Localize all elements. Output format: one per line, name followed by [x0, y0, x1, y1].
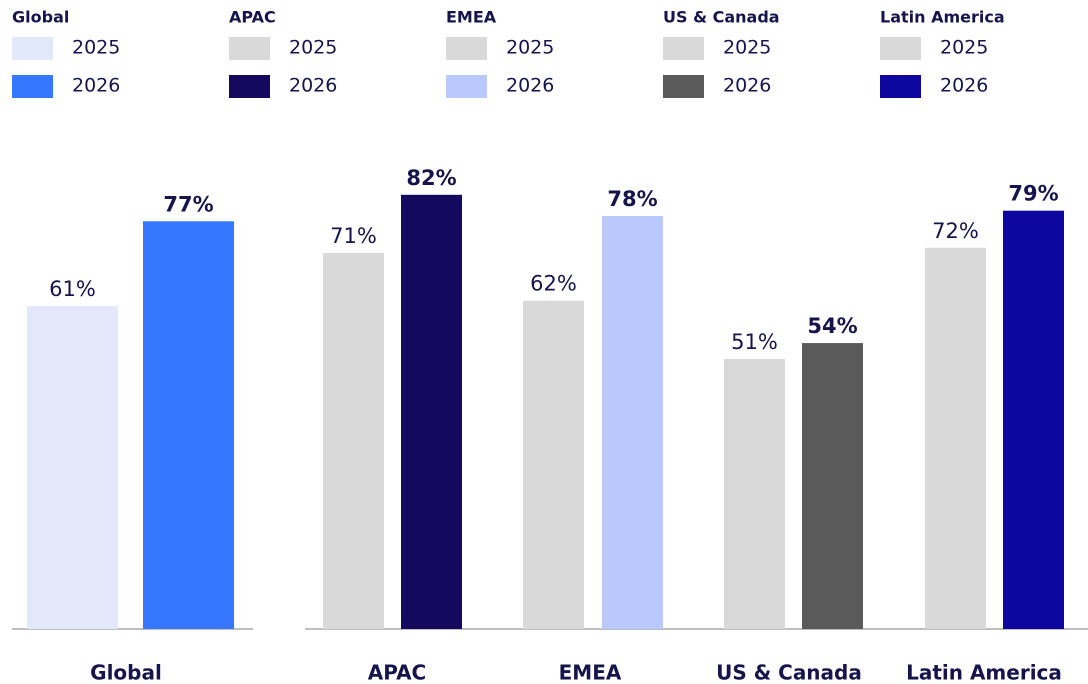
legend-swatch: [12, 75, 53, 98]
value-label: 82%: [406, 166, 456, 190]
value-label: 79%: [1008, 182, 1058, 206]
legend-label: 2025: [506, 37, 554, 59]
bar: [925, 247, 986, 629]
legend-swatch: [229, 75, 270, 98]
legend-swatch: [663, 75, 704, 98]
bar: [323, 253, 384, 629]
legend-swatch: [880, 37, 921, 60]
value-label: 77%: [163, 192, 213, 216]
legend-label: 2026: [723, 75, 771, 97]
legend-label: 2025: [723, 37, 771, 59]
value-label: 62%: [530, 272, 577, 296]
legend-swatch: [880, 75, 921, 98]
bar: [724, 358, 785, 629]
bar: [602, 215, 663, 630]
legend-label: 2025: [289, 37, 337, 59]
category-label: Global: [90, 661, 162, 684]
category-label: EMEA: [559, 661, 622, 684]
legend-title: Global: [12, 8, 69, 27]
legend-label: 2026: [289, 75, 337, 97]
legend-label: 2026: [940, 75, 988, 97]
category-label: Latin America: [906, 661, 1062, 684]
legend-label: 2026: [506, 75, 554, 97]
legend-title: Latin America: [880, 8, 1005, 27]
value-label: 54%: [807, 314, 857, 338]
value-label: 71%: [330, 224, 377, 248]
value-label: 51%: [731, 330, 778, 354]
value-label: 61%: [49, 277, 96, 301]
legend-swatch: [12, 37, 53, 60]
legend-swatch: [229, 37, 270, 60]
bar: [143, 221, 234, 629]
value-label: 78%: [607, 187, 657, 211]
value-label: 72%: [932, 219, 979, 243]
category-label: US & Canada: [716, 661, 862, 684]
bar: [401, 194, 462, 629]
legend-swatch: [663, 37, 704, 60]
bar: [802, 343, 863, 629]
legend-title: US & Canada: [663, 8, 780, 27]
bar: [523, 300, 584, 629]
legend-swatch: [446, 37, 487, 60]
legend-title: APAC: [229, 8, 276, 27]
legend-label: 2025: [940, 37, 988, 59]
legend-label: 2025: [72, 37, 120, 59]
category-label: APAC: [368, 661, 426, 684]
legend-label: 2026: [72, 75, 120, 97]
legend-swatch: [446, 75, 487, 98]
legend-title: EMEA: [446, 8, 497, 27]
bar: [27, 306, 118, 629]
bar: [1003, 210, 1064, 629]
